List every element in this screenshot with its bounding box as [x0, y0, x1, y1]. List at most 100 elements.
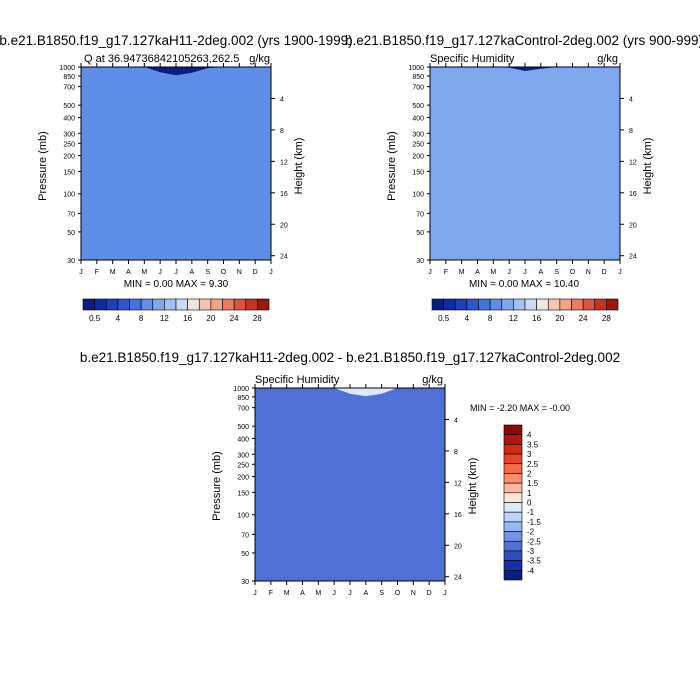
colorbar-swatch — [503, 502, 523, 513]
height-tick-label: 24 — [280, 254, 288, 261]
colorbar-swatch — [222, 298, 235, 311]
colorbar-swatch — [503, 482, 523, 494]
pressure-tick-label: 70 — [241, 532, 249, 539]
colorbar-swatch — [198, 298, 212, 311]
colorbar-swatch — [140, 298, 154, 311]
pressure-tick-label: 1000 — [233, 386, 249, 393]
pressure-tick-label: 200 — [63, 154, 75, 161]
month-tick-label: A — [475, 269, 480, 276]
colorbar-label: -1 — [527, 508, 535, 517]
month-tick-label: D — [427, 590, 432, 597]
pressure-tick-label: 70 — [416, 211, 424, 218]
pressure-tick-label: 30 — [67, 258, 75, 265]
colorbar-label: 28 — [602, 314, 611, 323]
panel-units: g/kg — [597, 53, 618, 65]
pressure-tick-label: 50 — [416, 230, 424, 237]
pressure-tick-label: 500 — [63, 103, 75, 110]
pressure-tick-label: 30 — [241, 579, 249, 586]
height-tick-label: 16 — [280, 191, 288, 198]
month-tick-label: F — [444, 269, 448, 276]
month-tick-label: M — [315, 590, 321, 597]
colorbar-swatch — [443, 298, 456, 311]
month-tick-label: J — [174, 269, 178, 276]
colorbar-swatch — [117, 298, 130, 311]
pressure-tick-label: 850 — [63, 74, 75, 81]
colorbar-swatch — [503, 560, 523, 571]
month-tick-label: D — [253, 269, 258, 276]
colorbar-label: -2 — [527, 528, 535, 537]
contour-level — [255, 388, 445, 581]
colorbar-label: 16 — [183, 314, 192, 323]
month-tick-label: F — [95, 269, 99, 276]
pressure-tick-label: 400 — [63, 115, 75, 122]
colorbar-label: 0.5 — [438, 314, 450, 323]
month-tick-label: J — [269, 269, 273, 276]
colorbar-label: 1.5 — [527, 479, 539, 488]
colorbar-swatch — [210, 298, 223, 311]
colorbar-swatch — [105, 298, 119, 311]
colorbar-label: 1 — [527, 489, 532, 498]
height-tick-label: 8 — [280, 128, 284, 135]
height-tick-label: 16 — [454, 512, 462, 519]
colorbar-label: -3.5 — [527, 557, 541, 566]
month-tick-label: M — [110, 269, 116, 276]
min-max-label: MIN = 0.00 MAX = 10.40 — [469, 279, 579, 290]
colorbar-swatch — [571, 298, 584, 311]
colorbar-label: 4 — [116, 314, 121, 323]
pressure-tick-label: 700 — [63, 85, 75, 92]
y-axis-label: Pressure (mb) — [37, 131, 49, 201]
pressure-tick-label: 100 — [63, 192, 75, 199]
colorbar-label: 4 — [527, 431, 532, 440]
month-tick-label: S — [554, 269, 559, 276]
month-tick-label: M — [490, 269, 496, 276]
height-tick-label: 4 — [280, 96, 284, 103]
colorbar-label: 8 — [488, 314, 493, 323]
panel-subtitle: Specific Humidity — [255, 374, 340, 386]
colorbar-swatch — [94, 298, 107, 311]
colorbar-swatch — [503, 540, 523, 552]
pressure-tick-label: 100 — [412, 192, 424, 199]
pressure-tick-label: 70 — [67, 211, 75, 218]
panel-title: b.e21.B1850.f19_g17.127kaH11-2deg.002 - … — [80, 350, 620, 365]
colorbar-swatch — [513, 298, 526, 311]
colorbar-label: -3 — [527, 547, 535, 556]
pressure-tick-label: 150 — [412, 169, 424, 176]
pressure-tick-label: 1000 — [59, 65, 75, 72]
height-tick-label: 12 — [280, 159, 288, 166]
panel-subtitle: Specific Humidity — [430, 53, 515, 65]
colorbar-swatch — [503, 444, 523, 455]
y-axis-right-label: Height (km) — [293, 138, 305, 195]
month-tick-label: S — [205, 269, 210, 276]
colorbar-swatch — [503, 492, 523, 503]
month-tick-label: J — [348, 590, 352, 597]
pressure-tick-label: 400 — [237, 436, 249, 443]
pressure-tick-label: 150 — [237, 490, 249, 497]
colorbar-swatch — [536, 298, 549, 311]
month-tick-label: A — [189, 269, 194, 276]
colorbar-label: 16 — [532, 314, 541, 323]
panel-title: b.e21.B1850.f19_g17.127kaH11-2deg.002 (y… — [0, 33, 353, 48]
pressure-tick-label: 500 — [237, 424, 249, 431]
height-tick-label: 4 — [629, 96, 633, 103]
month-tick-label: J — [428, 269, 432, 276]
colorbar-label: 12 — [509, 314, 518, 323]
colorbar-swatch — [503, 434, 523, 445]
colorbar-swatch — [503, 463, 523, 474]
month-tick-label: J — [79, 269, 83, 276]
colorbar-swatch — [233, 298, 247, 311]
month-tick-label: M — [284, 590, 290, 597]
colorbar-swatch — [152, 298, 165, 311]
pressure-tick-label: 700 — [412, 85, 424, 92]
colorbar-swatch — [503, 453, 523, 465]
panel-units: g/kg — [422, 374, 443, 386]
contour-level — [81, 67, 271, 260]
colorbar-swatch — [478, 298, 491, 311]
colorbar-swatch — [503, 531, 523, 542]
month-tick-label: M — [459, 269, 465, 276]
month-tick-label: J — [253, 590, 257, 597]
month-tick-label: J — [443, 590, 447, 597]
month-tick-label: A — [363, 590, 368, 597]
colorbar-label: -1.5 — [527, 518, 541, 527]
month-tick-label: J — [507, 269, 511, 276]
colorbar-swatch — [454, 298, 468, 311]
